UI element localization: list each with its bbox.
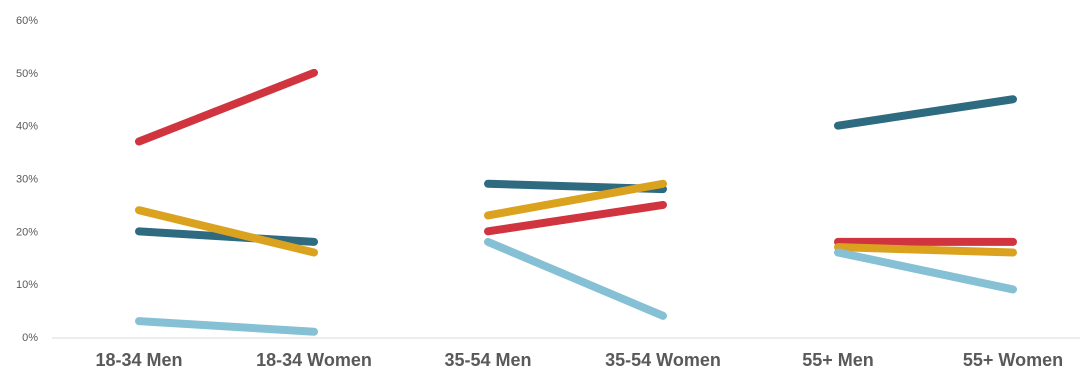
y-tick-label: 50% [16,68,38,80]
series-1-segment-1 [135,227,318,246]
x-tick-label: 35-54 Women [605,350,721,370]
y-tick-label: 0% [22,332,38,344]
x-tick-label: 55+ Women [963,350,1063,370]
x-tick-label: 18-34 Men [95,350,182,370]
series-3-segment-1 [135,206,318,257]
series-4-segment-2 [484,237,667,320]
series-3-segment-2 [484,179,667,220]
series-2-segment-1 [135,68,318,146]
series-3-segment-3 [834,243,1017,257]
x-axis: 18-34 Men 18-34 Women 35-54 Men 35-54 Women… [95,350,1063,370]
y-tick-label: 60% [16,15,38,27]
series-1-segment-3 [834,95,1017,130]
x-tick-label: 18-34 Women [256,350,372,370]
series-4-segment-3 [834,248,1017,294]
y-tick-label: 40% [16,121,38,133]
x-tick-label: 35-54 Men [444,350,531,370]
series-4-segment-1 [135,317,318,336]
y-tick-label: 20% [16,226,38,238]
y-tick-label: 30% [16,174,38,186]
y-tick-label: 10% [16,279,38,291]
y-axis: 0% 10% 20% 30% 40% 50% 60% [16,15,38,344]
series-layer [135,68,1017,336]
x-tick-label: 55+ Men [802,350,874,370]
series-2-segment-2 [484,200,667,236]
